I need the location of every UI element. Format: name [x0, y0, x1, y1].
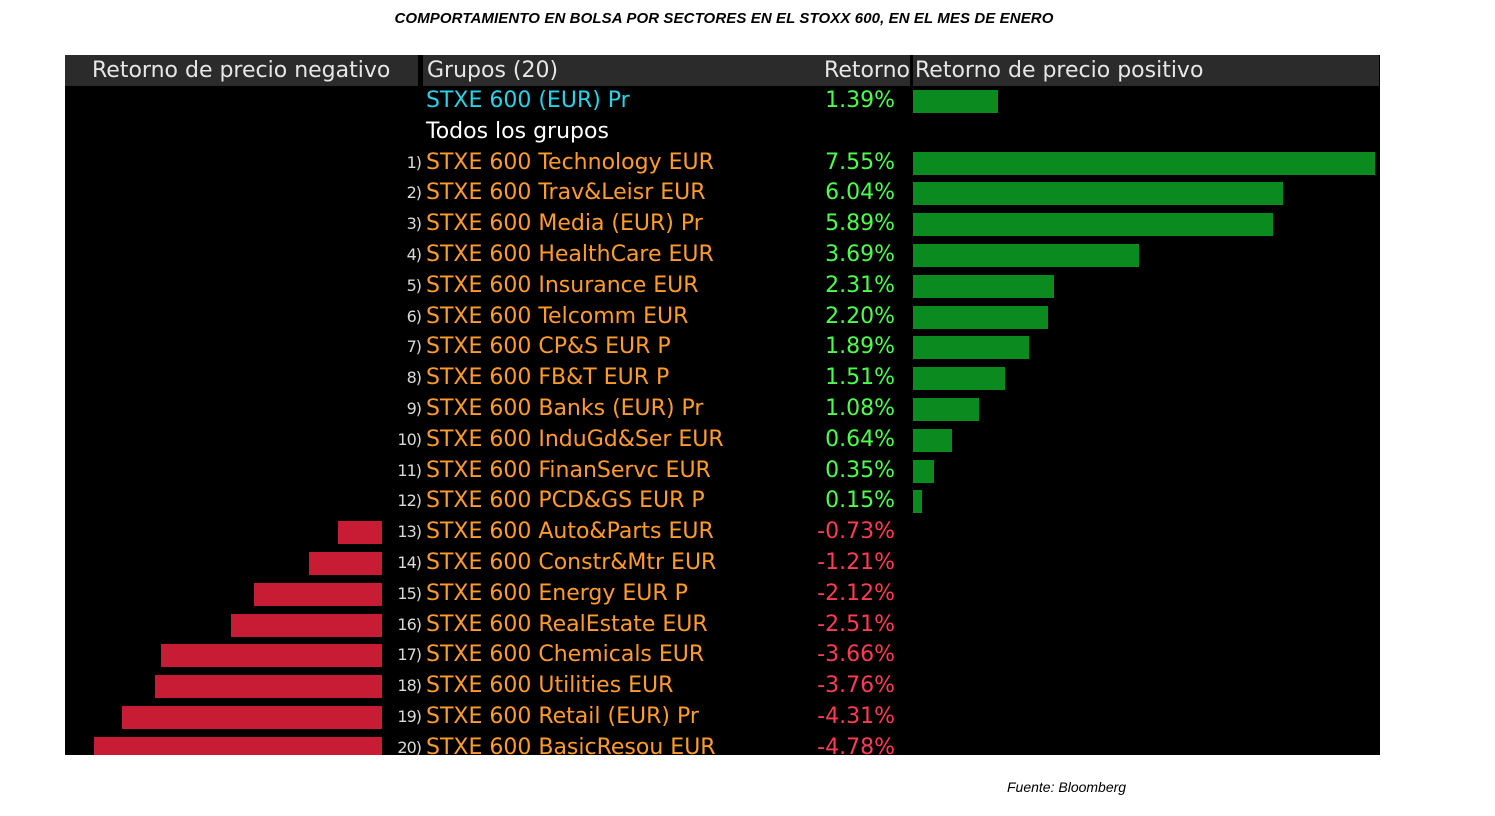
sector-value: 2.31%	[825, 272, 895, 298]
row-rank: 6)	[406, 306, 422, 326]
sector-label: STXE 600 Trav&Leisr EUR	[426, 180, 706, 206]
row-rank: 20)	[397, 737, 422, 755]
sector-value: -3.76%	[817, 673, 895, 699]
row-rank: 8)	[406, 368, 422, 388]
row-rank: 10)	[397, 429, 422, 449]
positive-bar	[913, 367, 1006, 391]
row-rank: 14)	[397, 553, 422, 572]
negative-bar	[309, 551, 382, 575]
sector-label: STXE 600 FinanServc EUR	[426, 457, 711, 483]
benchmark-label: STXE 600 (EUR) Pr	[426, 88, 630, 113]
positive-bar	[913, 459, 935, 483]
header-negative-return: Retorno de precio negativo	[65, 55, 418, 86]
sector-label: STXE 600 Auto&Parts EUR	[426, 519, 714, 545]
row-rank: 15)	[397, 583, 422, 603]
negative-bar	[230, 613, 382, 637]
positive-bar	[913, 274, 1055, 298]
negative-bar	[122, 705, 382, 729]
positive-bar	[913, 305, 1048, 329]
sector-value: 6.04%	[825, 180, 895, 206]
negative-bar	[94, 736, 382, 755]
positive-bar	[913, 213, 1274, 237]
sector-label: STXE 600 Retail (EUR) Pr	[426, 704, 699, 729]
negative-bar	[161, 644, 382, 668]
row-rank: 16)	[397, 614, 422, 634]
sector-label: STXE 600 Technology EUR	[426, 149, 714, 175]
positive-bar	[913, 490, 923, 514]
row-rank: 4)	[406, 245, 422, 264]
sector-label: STXE 600 RealEstate EUR	[426, 611, 708, 637]
sector-value: -4.78%	[817, 734, 895, 755]
row-rank: 19)	[397, 707, 422, 726]
row-rank: 12)	[397, 491, 422, 511]
benchmark-value: 1.39%	[825, 88, 895, 113]
header-positive-return: Retorno de precio positivo	[913, 55, 1379, 86]
sector-value: -4.31%	[817, 704, 895, 729]
negative-bar	[254, 582, 382, 606]
row-rank: 11)	[397, 460, 422, 480]
sector-value: 5.89%	[825, 211, 895, 237]
benchmark-bar	[913, 89, 999, 113]
row-rank: 7)	[406, 337, 422, 357]
sector-label: STXE 600 Insurance EUR	[426, 272, 699, 298]
row-rank: 13)	[397, 522, 422, 542]
sector-value: 1.89%	[825, 334, 895, 360]
row-rank: 9)	[406, 399, 422, 418]
positive-bar	[913, 397, 980, 421]
chart-title: COMPORTAMIENTO EN BOLSA POR SECTORES EN …	[394, 10, 1054, 27]
sector-label: STXE 600 Utilities EUR	[426, 673, 674, 699]
sector-label: STXE 600 InduGd&Ser EUR	[426, 426, 724, 452]
row-rank: 17)	[397, 645, 422, 665]
sector-value: 7.55%	[825, 149, 895, 175]
sector-label: STXE 600 PCD&GS EUR P	[426, 488, 705, 514]
row-rank: 5)	[406, 275, 422, 295]
negative-bar	[155, 675, 382, 699]
sector-value: 0.15%	[825, 488, 895, 514]
sector-value: 0.35%	[825, 457, 895, 483]
positive-bar	[913, 428, 953, 452]
source-note: Fuente: Bloomberg	[1007, 779, 1127, 795]
positive-bar	[913, 336, 1029, 360]
sector-value: 1.08%	[825, 396, 895, 421]
all-groups-label: Todos los grupos	[426, 118, 609, 144]
sector-label: STXE 600 BasicResou EUR	[426, 734, 716, 755]
sector-label: STXE 600 Media (EUR) Pr	[426, 211, 703, 237]
sector-label: STXE 600 FB&T EUR P	[426, 365, 670, 391]
sector-label: STXE 600 Banks (EUR) Pr	[426, 396, 704, 421]
sector-label: STXE 600 HealthCare EUR	[426, 242, 714, 267]
sector-value: 2.20%	[825, 303, 895, 329]
sector-label: STXE 600 CP&S EUR P	[426, 334, 671, 360]
row-rank: 1)	[406, 152, 422, 172]
sector-value: 3.69%	[825, 242, 895, 267]
sector-label: STXE 600 Constr&Mtr EUR	[426, 550, 717, 575]
bloomberg-panel: Retorno de precio negativo Grupos (20) R…	[65, 55, 1380, 755]
sector-value: -3.66%	[817, 642, 895, 668]
positive-bar	[913, 182, 1283, 206]
header-groups: Grupos (20)	[423, 55, 790, 86]
sector-value: -1.21%	[817, 550, 895, 575]
sector-value: -0.73%	[817, 519, 895, 545]
sector-value: 0.64%	[825, 426, 895, 452]
header-return: Retorno	[789, 55, 910, 86]
row-rank: 2)	[406, 183, 422, 203]
sector-label: STXE 600 Telcomm EUR	[426, 303, 689, 329]
sector-value: 1.51%	[825, 365, 895, 391]
row-rank: 3)	[406, 214, 422, 234]
row-rank: 18)	[397, 676, 422, 696]
negative-bar	[338, 521, 382, 545]
sector-label: STXE 600 Energy EUR P	[426, 580, 688, 606]
positive-bar	[913, 243, 1139, 267]
sector-label: STXE 600 Chemicals EUR	[426, 642, 705, 668]
sector-value: -2.51%	[817, 611, 895, 637]
sector-value: -2.12%	[817, 580, 895, 606]
positive-bar	[913, 151, 1375, 175]
